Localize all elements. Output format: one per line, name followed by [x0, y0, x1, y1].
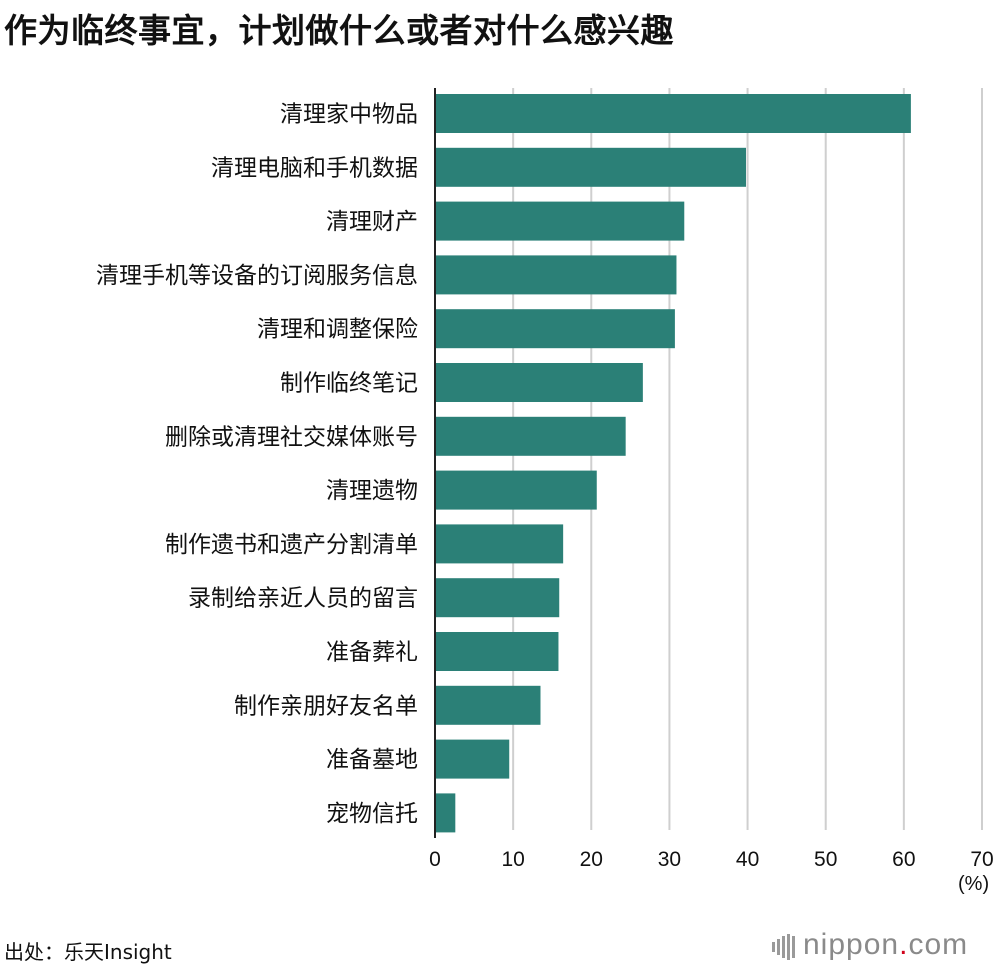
brand-dot: . [899, 928, 909, 961]
x-tick-label: 60 [892, 848, 915, 871]
brand-tld: com [908, 928, 969, 961]
bar [435, 363, 643, 402]
category-label: 删除或清理社交媒体账号 [165, 424, 418, 450]
x-tick-label: 0 [429, 848, 441, 871]
bar [435, 632, 559, 671]
bar [435, 147, 747, 187]
bar [435, 793, 456, 833]
category-label: 清理电脑和手机数据 [211, 155, 418, 181]
x-tick-label: 30 [658, 848, 681, 871]
x-axis-ticks: 0 10 20 30 40 50 60 70 [429, 848, 994, 871]
bar [435, 470, 597, 510]
brand-name: nippon [803, 928, 900, 961]
category-label: 清理家中物品 [280, 102, 418, 128]
category-label: 制作临终笔记 [280, 371, 418, 397]
bar [435, 255, 677, 295]
x-tick-label: 70 [970, 848, 993, 871]
category-label: 清理手机等设备的订阅服务信息 [96, 263, 418, 289]
category-label: 制作遗书和遗产分割清单 [165, 532, 418, 558]
bar [435, 94, 911, 133]
category-label: 宠物信托 [326, 801, 418, 827]
bar [435, 739, 510, 779]
x-tick-label: 10 [501, 848, 524, 871]
bar [435, 578, 560, 618]
brand-logo: nippon.com [772, 928, 968, 963]
x-tick-label: 50 [814, 848, 837, 871]
bar [435, 416, 626, 456]
x-axis-unit-label: (%) [958, 873, 990, 895]
x-tick-label: 40 [736, 848, 759, 871]
category-label: 录制给亲近人员的留言 [188, 586, 418, 612]
category-label: 准备墓地 [326, 747, 418, 773]
x-tick-label: 20 [580, 848, 603, 871]
bar [435, 309, 675, 349]
grid-lines [512, 88, 983, 830]
category-labels: 清理家中物品清理电脑和手机数据清理财产清理手机等设备的订阅服务信息清理和调整保险… [96, 102, 418, 827]
bar [435, 685, 541, 725]
bars [435, 94, 911, 833]
category-label: 准备葬礼 [326, 640, 418, 666]
category-label: 清理财产 [326, 209, 418, 235]
category-label: 制作亲朋好友名单 [234, 693, 418, 719]
bar [435, 524, 564, 564]
barcode-mark-icon [772, 929, 797, 963]
bar [435, 201, 685, 241]
category-label: 清理和调整保险 [257, 317, 418, 343]
source-note: 出处：乐天Insight [4, 940, 172, 964]
chart-title: 作为临终事宜，计划做什么或者对什么感兴趣 [4, 11, 674, 50]
category-label: 清理遗物 [326, 478, 418, 504]
